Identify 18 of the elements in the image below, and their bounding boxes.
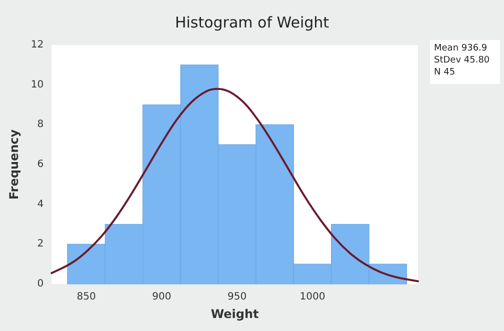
x-tick-label: 950 bbox=[228, 292, 247, 302]
y-tick-label: 10 bbox=[30, 79, 44, 90]
text: StDev 45.80 bbox=[434, 56, 490, 66]
x-tick-label: 850 bbox=[76, 292, 96, 302]
text: N 45 bbox=[434, 68, 456, 78]
text: Mean 936.9 bbox=[434, 44, 488, 54]
y-tick-label: 2 bbox=[37, 238, 44, 250]
x-tick-label: 1000 bbox=[300, 292, 326, 302]
y-tick-label: 4 bbox=[37, 198, 44, 210]
chart-title: Histogram of Weight bbox=[174, 14, 330, 32]
x-tick-label: 900 bbox=[152, 292, 172, 302]
y-tick-label: 0 bbox=[37, 278, 44, 290]
y-tick-label: 8 bbox=[37, 119, 44, 130]
line-series bbox=[50, 88, 419, 282]
y-tick-label: 12 bbox=[30, 40, 44, 50]
y-axis-title: Frequency bbox=[7, 129, 21, 200]
x-axis-title: Weight bbox=[210, 307, 260, 321]
y-tick-label: 6 bbox=[37, 159, 44, 170]
